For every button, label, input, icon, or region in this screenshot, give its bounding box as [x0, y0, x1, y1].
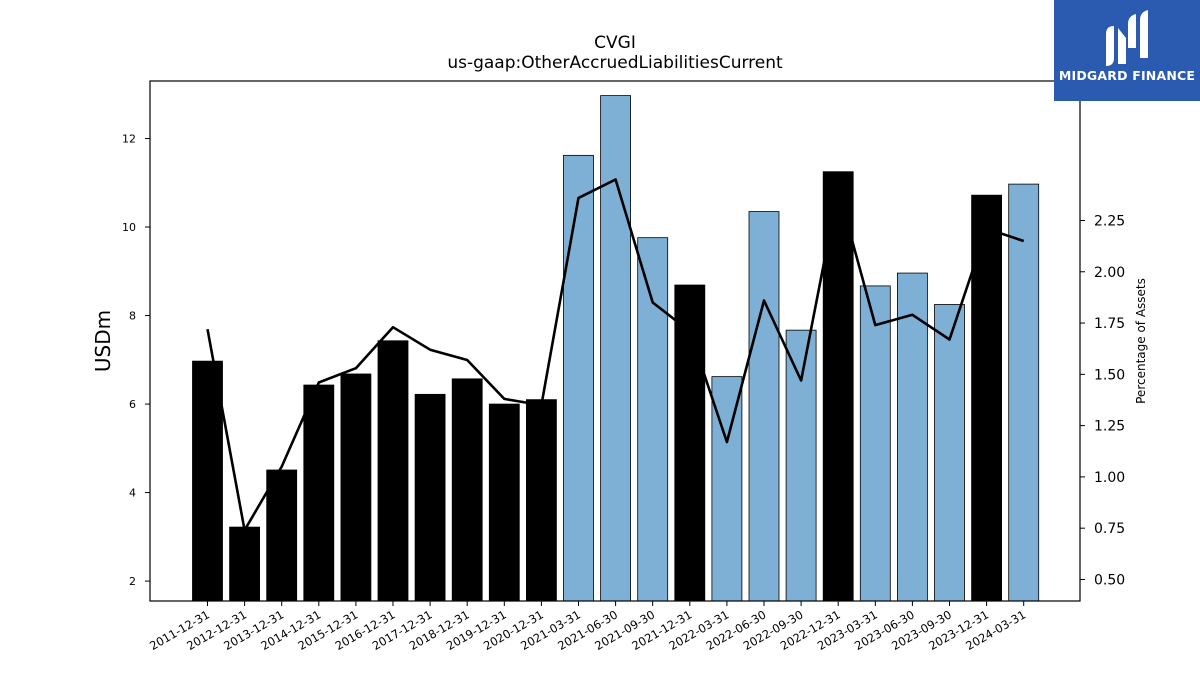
y2-tick-label: 2.25	[1094, 213, 1125, 229]
midgard-logo-icon	[1106, 10, 1148, 66]
line-group	[206, 178, 1025, 532]
bar-2024-03-31	[1008, 183, 1040, 602]
bar-2021-12-31	[674, 284, 706, 602]
y2-tick-label: 0.50	[1094, 572, 1125, 588]
bar-2020-12-31	[526, 399, 557, 602]
y2-axis-label: Percentage of Assets	[1134, 278, 1148, 404]
bar-2022-09-30	[785, 329, 817, 602]
y2-tick-label: 1.25	[1094, 419, 1125, 435]
bar-2022-12-31	[822, 171, 854, 602]
bar-2021-03-31	[563, 154, 594, 602]
bar-2023-12-31	[971, 194, 1002, 602]
bar-2012-12-31	[229, 526, 261, 602]
plot-frame	[149, 80, 1081, 602]
chart-subtitle: us-gaap:OtherAccruedLiabilitiesCurrent	[447, 53, 783, 73]
y-tick-label: 10	[122, 221, 136, 234]
y-axis-label: USDm	[91, 310, 115, 372]
y2-tick-label: 2.00	[1094, 265, 1125, 281]
y2-tick-label: 1.50	[1094, 367, 1125, 383]
brand-name: MIDGARD FINANCE	[1058, 68, 1196, 83]
bar-2011-12-31	[192, 360, 223, 602]
x-axis: 2011-12-312012-12-312013-12-312014-12-31…	[147, 601, 1028, 653]
bar-2019-12-31	[488, 403, 520, 602]
bar-2023-09-30	[934, 304, 965, 602]
y2-tick-label: 1.75	[1094, 316, 1125, 332]
bar-2013-12-31	[266, 469, 298, 602]
bar-2021-09-30	[637, 237, 669, 602]
left-axis: 2 4 6 8 10 12	[122, 133, 150, 588]
chart-title: CVGI	[594, 33, 636, 53]
bar-2021-06-30	[600, 95, 631, 602]
bar-2018-12-31	[451, 378, 483, 602]
y-tick-label: 2	[129, 575, 136, 588]
bar-2017-12-31	[414, 393, 446, 602]
brand-logo: MIDGARD FINANCE	[1054, 0, 1200, 101]
y2-tick-label: 1.00	[1094, 470, 1125, 486]
y2-tick-label: 0.75	[1094, 521, 1125, 537]
bars-group	[192, 95, 1040, 602]
y-tick-label: 4	[129, 487, 136, 500]
bar-2022-06-30	[748, 211, 780, 602]
y-tick-label: 6	[129, 398, 136, 411]
y-tick-label: 12	[122, 133, 136, 146]
y-tick-label: 8	[129, 310, 136, 323]
bar-2023-06-30	[897, 272, 928, 602]
bar-2023-03-31	[859, 285, 891, 602]
right-axis: 0.50 0.75 1.00 1.25 1.50 1.75 2.00 2.25	[1080, 213, 1125, 588]
bar-2016-12-31	[377, 340, 409, 602]
bar-2015-12-31	[340, 373, 372, 602]
bar-2014-12-31	[303, 384, 335, 602]
